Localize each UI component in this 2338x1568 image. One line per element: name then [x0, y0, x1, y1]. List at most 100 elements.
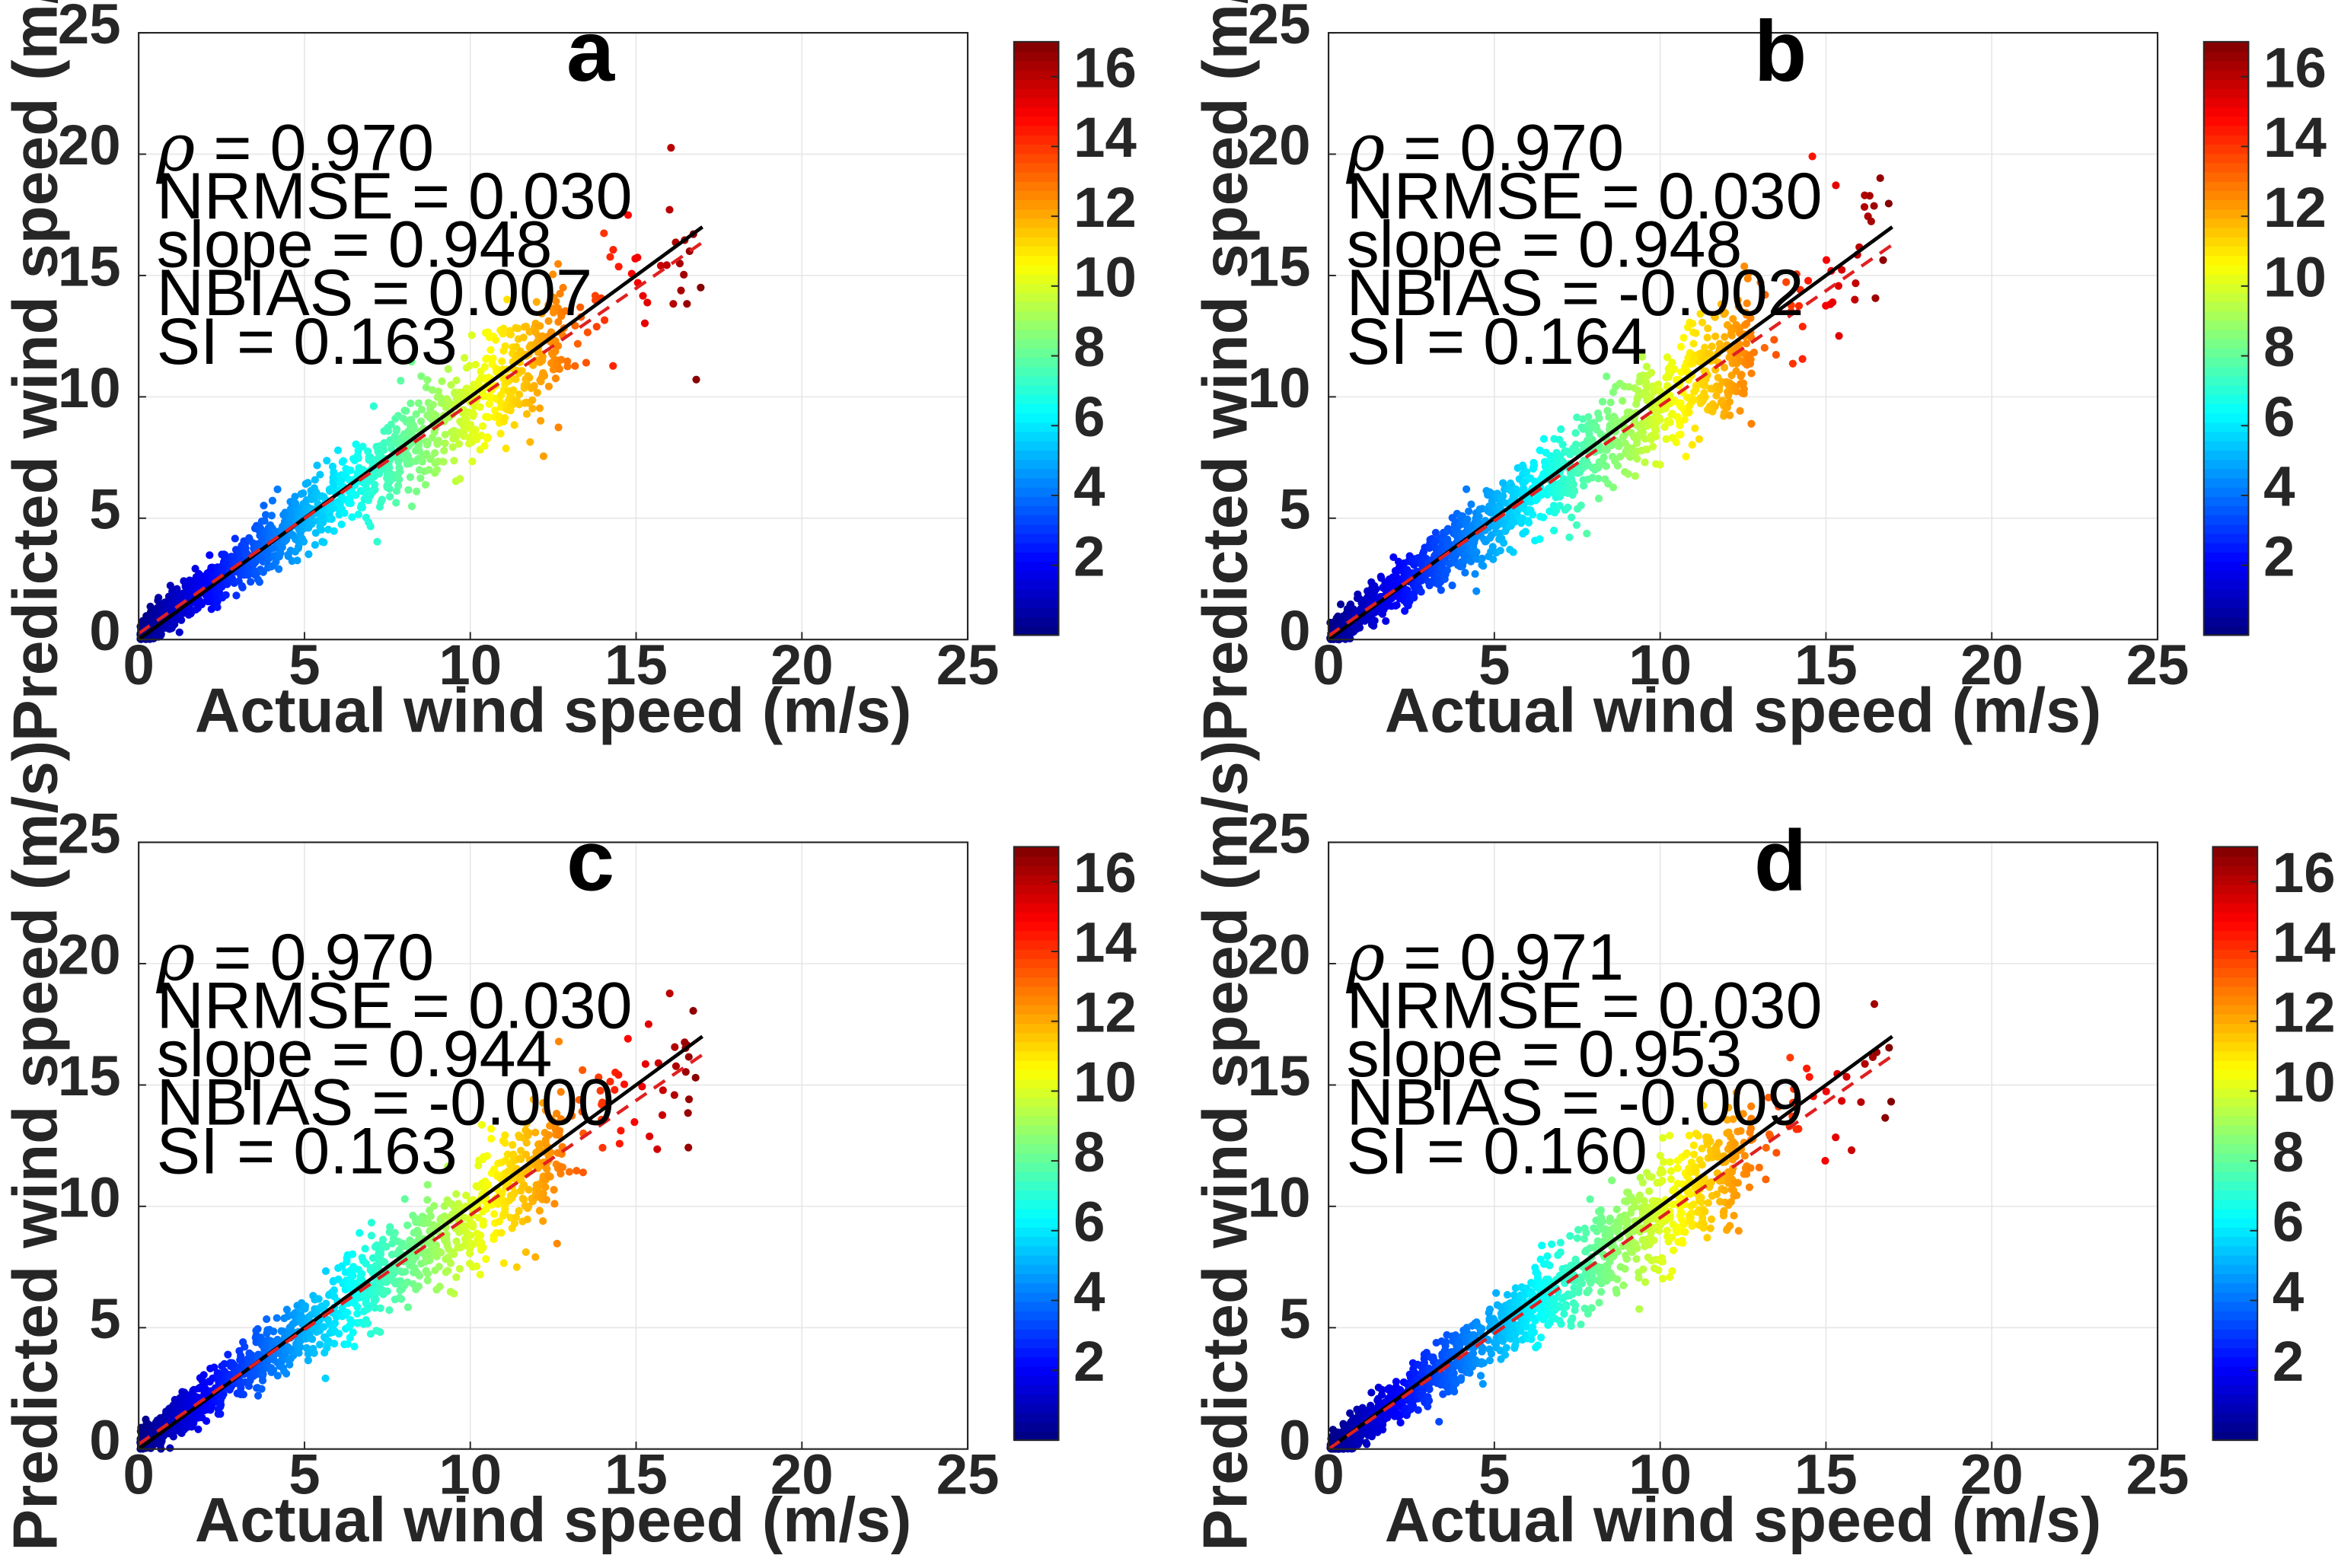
scatter-point [1871, 295, 1879, 302]
colorbar-tick-label: 4 [2263, 455, 2295, 518]
scatter-point [393, 425, 400, 433]
scatter-point [663, 261, 671, 269]
colorbar-segment [1014, 375, 1059, 385]
colorbar-segment [2204, 450, 2249, 460]
colorbar-tick-label: 8 [2263, 315, 2295, 378]
scatter-point [550, 1186, 557, 1194]
colorbar-segment [2204, 264, 2249, 274]
scatter-point [1536, 535, 1543, 543]
scatter-point [480, 1217, 487, 1225]
colorbar-segment [2204, 329, 2249, 339]
scatter-point [1652, 432, 1660, 440]
scatter-point [1761, 344, 1769, 352]
scatter-point [232, 591, 240, 599]
scatter-point [1577, 502, 1585, 509]
scatter-point [270, 1327, 277, 1335]
scatter-point [528, 405, 536, 413]
colorbar-segment [1014, 1273, 1059, 1283]
colorbar-segment [1014, 1310, 1059, 1320]
scatter-point [556, 365, 563, 373]
scatter-point [1580, 482, 1587, 489]
colorbar-segment [1014, 1134, 1059, 1144]
scatter-point [1789, 360, 1797, 368]
colorbar-segment [1014, 1301, 1059, 1311]
scatter-point [1670, 365, 1678, 373]
scatter-point [407, 473, 414, 481]
scatter-point [684, 1144, 692, 1152]
colorbar-segment [1014, 1264, 1059, 1274]
colorbar-segment [1014, 60, 1059, 70]
scatter-point [447, 1259, 455, 1267]
scatter-point [1475, 513, 1482, 521]
scatter-point [349, 1328, 357, 1336]
scatter-point [692, 1074, 700, 1082]
scatter-point [194, 1426, 202, 1433]
colorbar-segment [1014, 524, 1059, 534]
scatter-point [351, 1343, 359, 1350]
scatter-point [471, 426, 479, 434]
colorbar-tick-label: 10 [1073, 246, 1137, 309]
colorbar-tick-label: 8 [1073, 1120, 1105, 1184]
scatter-point [349, 1272, 356, 1280]
scatter-point [373, 538, 381, 546]
scatter-point [346, 467, 354, 474]
colorbar-segment [1014, 1143, 1059, 1153]
scatter-point [669, 300, 677, 308]
colorbar-segment [2204, 366, 2249, 376]
scatter-point [439, 458, 447, 466]
colorbar-segment [1014, 1412, 1059, 1422]
colorbar-segment [2204, 422, 2249, 432]
scatter-point [536, 1207, 544, 1215]
scatter-point [680, 271, 687, 279]
scatter-point [480, 1244, 487, 1251]
scatter-point [540, 452, 547, 460]
scatter-point [1540, 435, 1548, 443]
scatter-point [385, 485, 393, 492]
colorbar-segment [2204, 320, 2249, 330]
scatter-point [1410, 594, 1418, 601]
scatter-point [1559, 441, 1567, 448]
scatter-point [438, 378, 445, 385]
scatter-point [1852, 279, 1859, 287]
scatter-point [1804, 277, 1812, 285]
colorbar-segment [1014, 948, 1059, 958]
colorbar-segment [2204, 181, 2249, 191]
colorbar-segment [1014, 967, 1059, 977]
scatter-point [1600, 454, 1608, 461]
scatter-point [450, 457, 458, 464]
scatter-point [452, 1273, 460, 1281]
scatter-point [219, 1390, 227, 1397]
scatter-point [1667, 419, 1674, 426]
colorbar-segment [1014, 357, 1059, 367]
scatter-point [335, 1330, 343, 1337]
scatter-point [692, 376, 700, 384]
scatter-point [501, 414, 509, 422]
scatter-point [347, 499, 355, 507]
scatter-point [1877, 174, 1884, 182]
colorbar-segment [2204, 107, 2249, 116]
scatter-point [513, 1264, 521, 1271]
colorbar-tick-label: 10 [2263, 246, 2327, 309]
scatter-point [402, 407, 410, 415]
scatter-point [606, 253, 614, 260]
scatter-point [355, 454, 362, 462]
scatter-point [1689, 339, 1697, 347]
x-tick-label: 0 [123, 1442, 154, 1506]
colorbar-segment [2204, 459, 2249, 469]
scatter-point [672, 1063, 680, 1070]
colorbar-segment [1014, 199, 1059, 209]
scatter-point [531, 1253, 539, 1260]
colorbar-segment [1014, 1171, 1059, 1181]
colorbar-segment [2204, 515, 2249, 524]
colorbar-segment [2204, 533, 2249, 543]
colorbar-segment [1014, 1208, 1059, 1218]
scatter-point [1747, 369, 1755, 377]
scatter-point [1572, 441, 1580, 448]
x-tick-label: 0 [1313, 633, 1344, 696]
scatter-point [520, 333, 528, 341]
colorbar-segment [1014, 144, 1059, 154]
x-tick-label: 0 [123, 633, 154, 696]
colorbar-segment [2204, 42, 2249, 52]
scatter-point [502, 445, 510, 452]
colorbar-segment [2204, 79, 2249, 89]
